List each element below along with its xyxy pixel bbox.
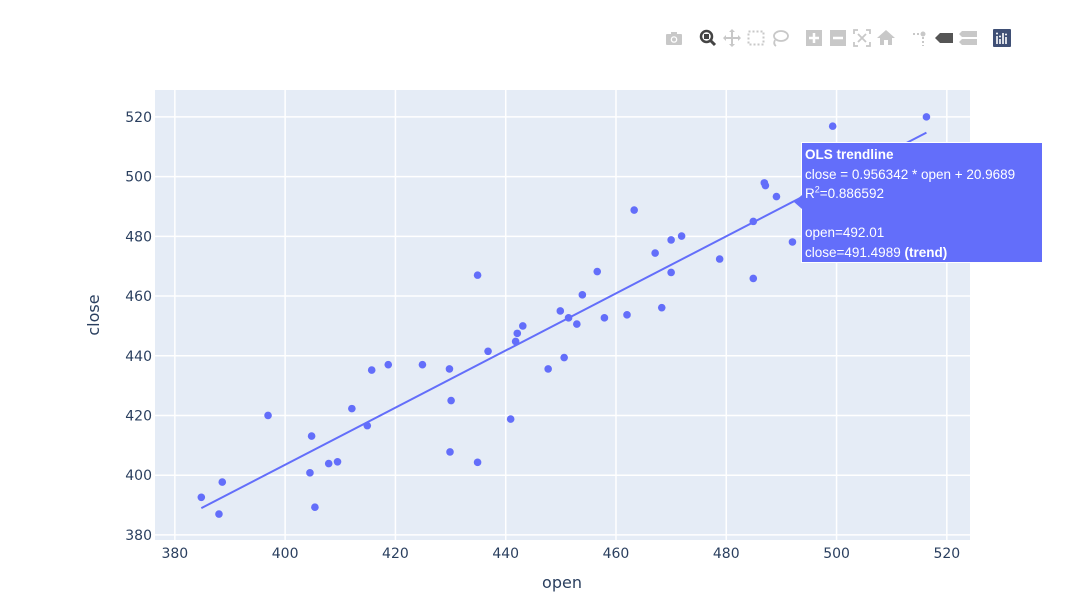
data-point[interactable] [667, 236, 675, 244]
data-point[interactable] [761, 181, 770, 190]
y-tick-label: 520 [125, 110, 152, 126]
y-tick-label: 500 [125, 170, 152, 186]
data-point[interactable] [384, 360, 393, 369]
data-point[interactable] [367, 366, 376, 374]
tooltip-close: close=491.4989 (trend) [805, 243, 1039, 263]
r2-label: R [805, 186, 815, 201]
y-tick-label: 420 [125, 408, 152, 424]
data-point[interactable] [445, 365, 454, 373]
data-point[interactable] [772, 192, 781, 201]
data-point[interactable] [473, 458, 482, 467]
data-point[interactable] [749, 274, 758, 283]
data-point[interactable] [564, 314, 573, 322]
close-value: close=491.4989 [805, 244, 901, 260]
data-point[interactable] [560, 353, 568, 362]
data-point[interactable] [544, 365, 552, 373]
data-point[interactable] [264, 411, 272, 420]
data-point[interactable] [518, 322, 527, 330]
data-point[interactable] [484, 347, 492, 356]
data-point[interactable] [623, 311, 631, 319]
r2-value: =0.886592 [819, 186, 884, 201]
y-tick-label: 380 [125, 528, 152, 544]
data-point[interactable] [651, 249, 659, 257]
data-point[interactable] [677, 232, 686, 240]
data-point[interactable] [556, 307, 565, 315]
data-point[interactable] [513, 329, 522, 338]
data-point[interactable] [511, 337, 520, 346]
camera-icon[interactable] [662, 26, 686, 50]
hover-closest-icon[interactable] [932, 26, 956, 50]
x-tick-label: 520 [933, 546, 960, 562]
data-point[interactable] [363, 421, 372, 430]
data-point[interactable] [307, 432, 316, 440]
hover-tooltip: OLS trendline close = 0.956342 * open + … [794, 142, 1043, 263]
x-tick-label: 400 [272, 546, 299, 562]
x-tick-label: 380 [161, 546, 188, 562]
tooltip-arrow [794, 195, 802, 209]
plotly-logo-icon[interactable] [990, 26, 1014, 50]
modebar [662, 26, 1014, 50]
tooltip-open: open=492.01 [805, 225, 885, 240]
zoom-out-icon[interactable] [826, 26, 850, 50]
hover-compare-icon[interactable] [956, 26, 980, 50]
x-tick-label: 480 [713, 546, 740, 562]
pan-icon[interactable] [720, 26, 744, 50]
tooltip-r-squared: R2=0.886592 [805, 184, 1039, 204]
box-select-icon[interactable] [744, 26, 768, 50]
data-point[interactable] [311, 503, 319, 511]
tooltip-equation: close = 0.956342 * open + 20.9689 [805, 166, 1016, 182]
data-point[interactable] [218, 478, 227, 486]
x-tick-label: 500 [823, 546, 850, 562]
x-tick-label: 440 [492, 546, 519, 562]
x-axis-title: open [542, 573, 582, 592]
home-icon[interactable] [874, 26, 898, 50]
zoom-icon[interactable] [696, 26, 720, 50]
spikelines-icon[interactable] [908, 26, 932, 50]
y-tick-label: 480 [125, 229, 152, 245]
data-point[interactable] [600, 314, 609, 322]
tooltip-title: OLS trendline [805, 147, 894, 162]
data-point[interactable] [828, 122, 837, 130]
zoom-in-icon[interactable] [802, 26, 826, 50]
tick-labels: 380 400 420 440 460 480 500 520 380 400 420 440 460 4… [125, 110, 960, 562]
data-point[interactable] [657, 303, 666, 312]
y-tick-label: 400 [125, 468, 152, 484]
x-tick-label: 460 [603, 546, 630, 562]
points-layer [197, 113, 931, 518]
r2-superscript: 2 [814, 184, 820, 195]
data-point[interactable] [473, 271, 482, 279]
y-axis-title: close [84, 294, 103, 335]
autoscale-icon[interactable] [850, 26, 874, 50]
lasso-select-icon[interactable] [768, 26, 792, 50]
data-point[interactable] [447, 396, 455, 405]
x-tick-label: 420 [382, 546, 409, 562]
data-point[interactable] [348, 404, 356, 413]
data-point[interactable] [573, 320, 581, 328]
data-point[interactable] [215, 510, 223, 518]
data-point[interactable] [593, 267, 602, 276]
trend-suffix: (trend) [904, 244, 948, 260]
data-point[interactable] [333, 457, 342, 466]
data-point[interactable] [506, 415, 515, 423]
data-point[interactable] [197, 493, 206, 502]
data-point[interactable] [578, 291, 587, 299]
data-point[interactable] [667, 268, 675, 277]
data-point[interactable] [418, 360, 427, 369]
data-point[interactable] [749, 217, 758, 226]
data-point[interactable] [715, 255, 724, 263]
y-tick-label: 440 [125, 349, 152, 365]
data-point[interactable] [446, 448, 454, 456]
data-point[interactable] [306, 469, 314, 477]
data-point[interactable] [788, 238, 797, 246]
data-point[interactable] [324, 459, 333, 468]
y-tick-label: 460 [125, 289, 152, 305]
data-point[interactable] [630, 206, 638, 214]
data-point[interactable] [922, 113, 931, 121]
